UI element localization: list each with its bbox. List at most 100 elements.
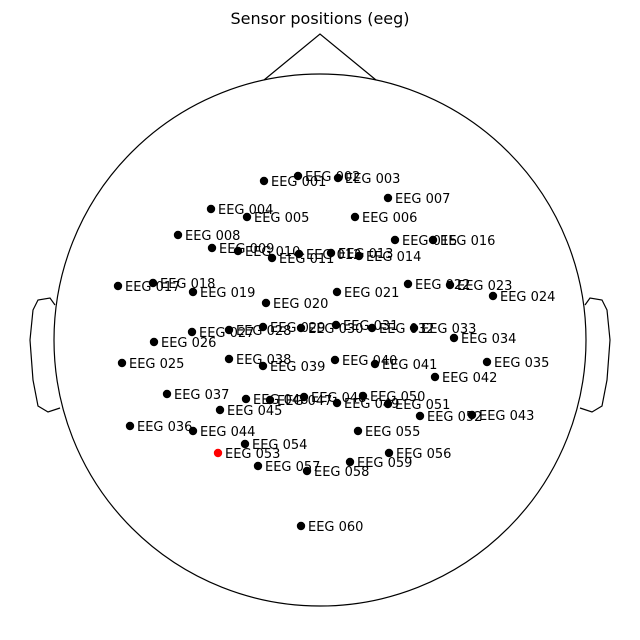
sensor-dot: [188, 426, 198, 436]
sensor-dot: [253, 461, 263, 471]
sensor-label: EEG 024: [500, 290, 555, 305]
sensor-label: EEG 050: [370, 390, 425, 405]
sensor-dot: [302, 466, 312, 476]
sensor-eeg-060: EEG 060: [296, 520, 363, 535]
sensor-eeg-044: EEG 044: [188, 425, 255, 440]
sensor-dot: [173, 230, 183, 240]
sensor-eeg-042: EEG 042: [430, 371, 497, 386]
sensor-label: EEG 055: [365, 425, 420, 440]
sensor-dot: [370, 359, 380, 369]
head-outline: [53, 73, 587, 607]
sensor-eeg-045: EEG 045: [215, 404, 282, 419]
sensor-dot: [233, 246, 243, 256]
sensor-eeg-009: EEG 009: [207, 242, 274, 257]
sensor-label: EEG 019: [200, 286, 255, 301]
sensor-eeg-038: EEG 038: [224, 353, 291, 368]
sensor-dot: [428, 235, 438, 245]
sensor-eeg-052: EEG 052: [415, 410, 482, 425]
sensor-dot: [350, 212, 360, 222]
sensor-dot: [449, 333, 459, 343]
sensor-dot: [213, 448, 223, 458]
sensor-dot: [488, 291, 498, 301]
plot-title: Sensor positions (eeg): [230, 9, 410, 28]
sensor-label: EEG 045: [227, 404, 282, 419]
sensor-dot: [267, 253, 277, 263]
sensor-dot: [188, 287, 198, 297]
sensor-eeg-005: EEG 005: [242, 211, 309, 226]
sensor-dot: [332, 398, 342, 408]
sensor-label: EEG 026: [161, 336, 216, 351]
sensor-dot: [467, 410, 477, 420]
sensor-eeg-002: EEG 002: [293, 170, 360, 185]
sensor-dot: [113, 281, 123, 291]
sensor-dot: [241, 394, 251, 404]
sensor-dot: [258, 322, 268, 332]
sensor-dot: [409, 323, 419, 333]
sensor-dot: [367, 323, 377, 333]
sensor-label: EEG 025: [129, 357, 184, 372]
sensor-label: EEG 056: [396, 447, 451, 462]
sensor-eeg-043: EEG 043: [467, 409, 534, 424]
sensor-eeg-014: EEG 014: [354, 250, 421, 265]
sensor-label: EEG 033: [421, 322, 476, 337]
sensor-label: EEG 016: [440, 234, 495, 249]
sensor-label: EEG 009: [219, 242, 274, 257]
sensor-dot: [299, 392, 309, 402]
sensor-dot: [353, 426, 363, 436]
sensor-label: EEG 020: [273, 297, 328, 312]
sensor-eeg-034: EEG 034: [449, 332, 516, 347]
sensor-eeg-011: EEG 011: [267, 252, 334, 267]
sensor-dot: [224, 354, 234, 364]
sensor-dot: [296, 323, 306, 333]
sensor-eeg-016: EEG 016: [428, 234, 495, 249]
sensor-dot: [482, 357, 492, 367]
sensor-label: EEG 044: [200, 425, 255, 440]
sensor-eeg-019: EEG 019: [188, 286, 255, 301]
sensor-label: EEG 013: [338, 247, 393, 262]
sensor-dot: [326, 248, 336, 258]
right-ear-outline: [579, 297, 611, 413]
sensor-dot: [148, 278, 158, 288]
sensor-dot: [403, 279, 413, 289]
sensor-label: EEG 003: [345, 172, 400, 187]
sensor-label: EEG 052: [427, 410, 482, 425]
sensor-dot: [332, 287, 342, 297]
sensor-label: EEG 054: [252, 438, 307, 453]
sensor-label: EEG 048: [311, 391, 366, 406]
sensor-eeg-008: EEG 008: [173, 229, 240, 244]
sensor-eeg-001: EEG 001: [259, 175, 326, 190]
sensor-dot: [242, 212, 252, 222]
sensor-eeg-023: EEG 023: [445, 279, 512, 294]
sensor-label: EEG 043: [479, 409, 534, 424]
sensor-eeg-053: EEG 053: [213, 447, 280, 462]
sensor-label: EEG 021: [344, 286, 399, 301]
sensor-dot: [215, 405, 225, 415]
sensor-dot: [430, 372, 440, 382]
sensor-eeg-028: EEG 028: [224, 324, 291, 339]
sensor-dot: [390, 235, 400, 245]
sensor-eeg-041: EEG 041: [370, 358, 437, 373]
sensor-dot: [445, 280, 455, 290]
sensor-label: EEG 011: [279, 252, 334, 267]
sensor-label: EEG 005: [254, 211, 309, 226]
sensor-eeg-055: EEG 055: [353, 425, 420, 440]
sensor-label: EEG 046: [253, 393, 308, 408]
sensor-label: EEG 010: [245, 245, 300, 260]
sensor-eeg-058: EEG 058: [302, 465, 369, 480]
sensor-eeg-054: EEG 054: [240, 438, 307, 453]
sensor-dot: [240, 439, 250, 449]
sensor-eeg-026: EEG 026: [149, 336, 216, 351]
sensor-eeg-059: EEG 059: [345, 456, 412, 471]
sensor-eeg-056: EEG 056: [384, 447, 451, 462]
sensor-dot: [383, 399, 393, 409]
sensor-eeg-003: EEG 003: [333, 172, 400, 187]
sensor-dot: [296, 521, 306, 531]
sensor-label: EEG 037: [174, 388, 229, 403]
sensor-label: EEG 002: [305, 170, 360, 185]
sensor-eeg-037: EEG 037: [162, 388, 229, 403]
sensor-dot: [358, 391, 368, 401]
sensor-eeg-030: EEG 030: [296, 322, 363, 337]
sensor-label: EEG 032: [379, 322, 434, 337]
